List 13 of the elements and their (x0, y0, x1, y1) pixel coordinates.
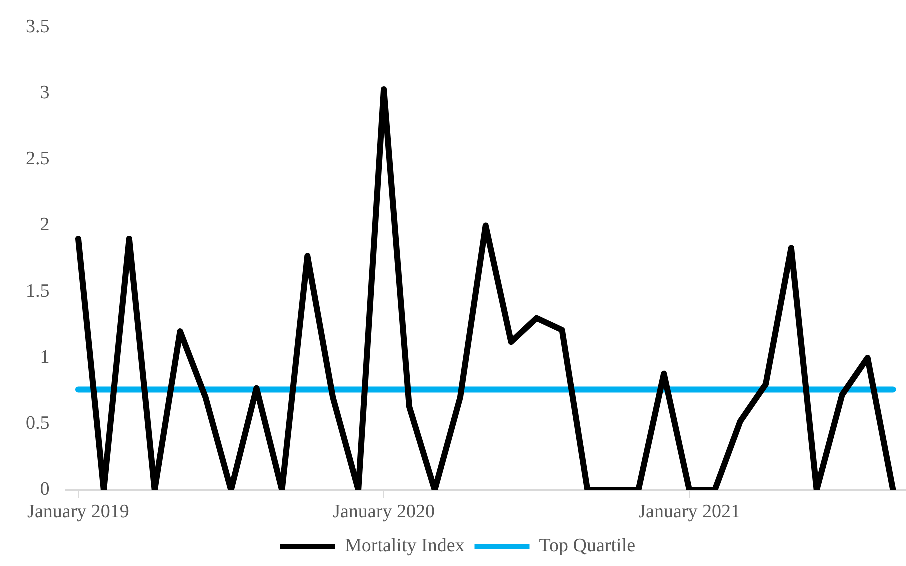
y-tick-label: 3.5 (26, 16, 50, 38)
y-tick-label: 2 (40, 214, 50, 236)
y-tick-label: 0.5 (26, 413, 50, 434)
y-tick-label: 2.5 (26, 148, 50, 170)
legend-label: Mortality Index (344, 535, 466, 556)
y-tick-label: 1 (40, 346, 50, 368)
legend-label: Top Quartile (539, 535, 636, 556)
y-tick-label: 1.5 (26, 280, 50, 302)
y-tick-label: 3 (40, 82, 50, 104)
x-tick-label: January 2019 (28, 502, 130, 523)
y-tick-label: 0 (40, 479, 50, 500)
x-tick-label: January 2020 (333, 502, 435, 523)
x-tick-label: January 2021 (638, 502, 740, 523)
